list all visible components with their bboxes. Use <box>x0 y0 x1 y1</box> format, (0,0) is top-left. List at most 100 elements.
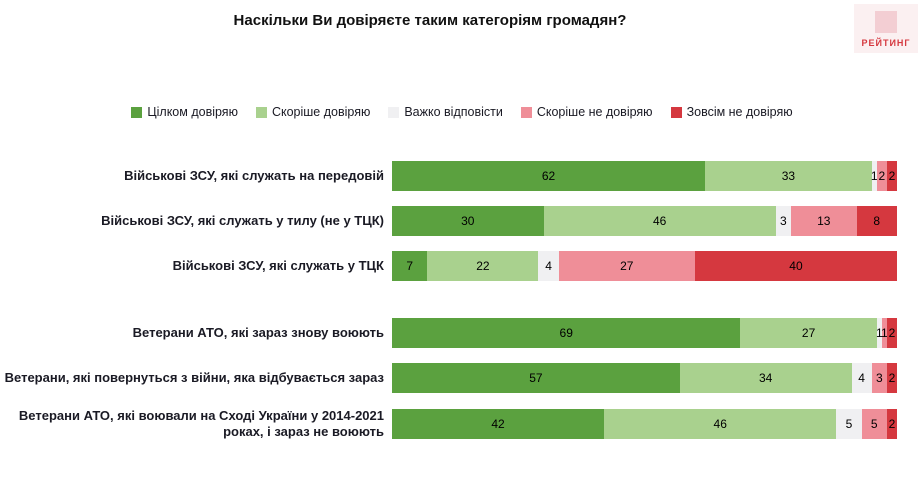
bar-segment: 40 <box>694 251 897 281</box>
legend-swatch-icon <box>131 106 143 118</box>
segment-value: 57 <box>529 371 543 385</box>
segment-value: 46 <box>713 416 727 431</box>
bar-segment: 34 <box>679 363 852 393</box>
legend-item: Зовсім не довіряю <box>670 105 793 119</box>
segment-value: 27 <box>801 326 816 340</box>
segment-value: 27 <box>620 259 634 273</box>
segment-value: 40 <box>789 259 803 273</box>
bar-segment: 46 <box>543 206 776 236</box>
category-label: Військові ЗСУ, які служать на передовій <box>124 168 384 184</box>
chart-rows: Військові ЗСУ, які служать на передовій 6… <box>0 161 924 439</box>
legend: Цілком довіряю Скоріше довіряю Важко відпо… <box>0 105 924 119</box>
segment-value: 62 <box>541 169 556 183</box>
stacked-bar: 42 46 5 5 2 <box>392 408 897 439</box>
segment-value: 3 <box>780 214 787 228</box>
legend-swatch-icon <box>255 106 267 118</box>
stacked-bar: 69 27 1 1 2 <box>392 318 897 348</box>
segment-value: 2 <box>888 416 896 431</box>
bar-segment: 2 <box>886 363 897 393</box>
segment-value: 69 <box>559 326 573 340</box>
category-label: Військові ЗСУ, які служать у ТЦК <box>172 258 384 274</box>
rating-group-logo: РЕЙТИНГ <box>854 4 918 53</box>
bar-segment: 5 <box>836 408 862 439</box>
bar-segment: 2 <box>876 161 887 191</box>
bar-segment: 1 <box>881 318 888 348</box>
bar-segment: 27 <box>558 251 695 281</box>
chart-row: Ветерани АТО, які зараз знову воюють 69 27… <box>0 318 924 348</box>
chart: Військові ЗСУ, які служать на передовій 6… <box>0 161 924 439</box>
category-label: Ветерани, які повернуться з війни, яка в… <box>4 370 384 386</box>
legend-label: Скоріше не довіряю <box>536 105 653 119</box>
legend-item: Цілком довіряю <box>131 105 238 119</box>
bar-segment: 27 <box>740 318 877 348</box>
bar-segment: 69 <box>392 318 741 348</box>
segment-value: 13 <box>817 214 831 228</box>
bar-segment: 62 <box>392 161 706 191</box>
segment-value: 7 <box>406 259 414 273</box>
bar-segment: 33 <box>705 161 872 191</box>
bar-segment: 1 <box>875 318 883 348</box>
segment-value: 3 <box>875 371 883 385</box>
legend-item: Важко відповісти <box>388 105 503 119</box>
segment-value: 1 <box>875 326 883 340</box>
bar-segment: 7 <box>392 251 428 281</box>
segment-value: 5 <box>845 416 853 431</box>
stacked-bar: 57 34 4 3 2 <box>392 363 897 393</box>
bar-segment: 13 <box>790 206 857 236</box>
chart-row: Військові ЗСУ, які служать на передовій 6… <box>0 161 924 191</box>
segment-value: 1 <box>870 169 878 183</box>
segment-value: 4 <box>858 371 865 385</box>
legend-label: Важко відповісти <box>404 105 503 119</box>
stacked-bar: 30 46 3 13 8 <box>392 206 897 236</box>
bar-segment: 4 <box>851 363 872 393</box>
bar-segment: 22 <box>427 251 539 281</box>
chart-row: Ветерани, які повернуться з війни, яка в… <box>0 363 924 393</box>
segment-value: 2 <box>888 326 896 340</box>
segment-value: 33 <box>781 169 796 183</box>
segment-value: 46 <box>652 214 667 228</box>
segment-value: 8 <box>873 214 881 228</box>
legend-swatch-icon <box>388 106 400 118</box>
bar-segment: 4 <box>538 251 559 281</box>
segment-value: 42 <box>491 416 505 431</box>
bar-segment: 2 <box>886 318 897 348</box>
category-label: Ветерани АТО, які воювали на Сході Украї… <box>18 408 384 439</box>
legend-label: Скоріше довіряю <box>271 105 371 119</box>
stacked-bar: 62 33 1 2 2 <box>392 161 897 191</box>
bar-segment: 1 <box>870 161 878 191</box>
chart-row: Військові ЗСУ, які служать у тилу (не у … <box>0 206 924 236</box>
segment-value: 22 <box>476 259 490 273</box>
logo-text: РЕЙТИНГ <box>861 38 911 48</box>
segment-value: 2 <box>888 371 896 385</box>
bar-segment: 2 <box>886 408 897 439</box>
bar-segment: 2 <box>886 161 897 191</box>
segment-value: 1 <box>881 326 888 340</box>
legend-item: Скоріше довіряю <box>255 105 371 119</box>
segment-value: 30 <box>461 214 475 228</box>
segment-value: 2 <box>888 169 896 183</box>
chart-row: Військові ЗСУ, які служать у ТЦК 7 22 4 27 40 <box>0 251 924 281</box>
bar-segment: 3 <box>871 363 887 393</box>
legend-item: Скоріше не довіряю <box>520 105 653 119</box>
bar-segment: 5 <box>861 408 887 439</box>
bar-segment: 46 <box>604 408 837 439</box>
bar-segment: 8 <box>856 206 897 236</box>
category-label: Ветерани АТО, які зараз знову воюють <box>132 325 384 341</box>
legend-swatch-icon <box>520 106 532 118</box>
legend-label: Зовсім не довіряю <box>686 105 793 119</box>
segment-value: 34 <box>759 371 773 385</box>
page-title: Наскільки Ви довіряєте таким категоріям … <box>233 12 627 29</box>
segment-value: 2 <box>878 169 886 183</box>
legend-swatch-icon <box>670 106 682 118</box>
legend-label: Цілком довіряю <box>147 105 238 119</box>
bar-segment: 57 <box>392 363 680 393</box>
segment-value: 4 <box>545 259 552 273</box>
bar-segment: 3 <box>775 206 791 236</box>
stacked-bar: 7 22 4 27 40 <box>392 251 897 281</box>
rating-logo-icon <box>875 11 897 33</box>
bar-segment: 30 <box>392 206 544 236</box>
chart-row: Ветерани АТО, які воювали на Сході Украї… <box>0 408 924 439</box>
segment-value: 5 <box>870 416 878 431</box>
category-label: Військові ЗСУ, які служать у тилу (не у … <box>101 213 384 229</box>
bar-segment: 42 <box>392 408 605 439</box>
